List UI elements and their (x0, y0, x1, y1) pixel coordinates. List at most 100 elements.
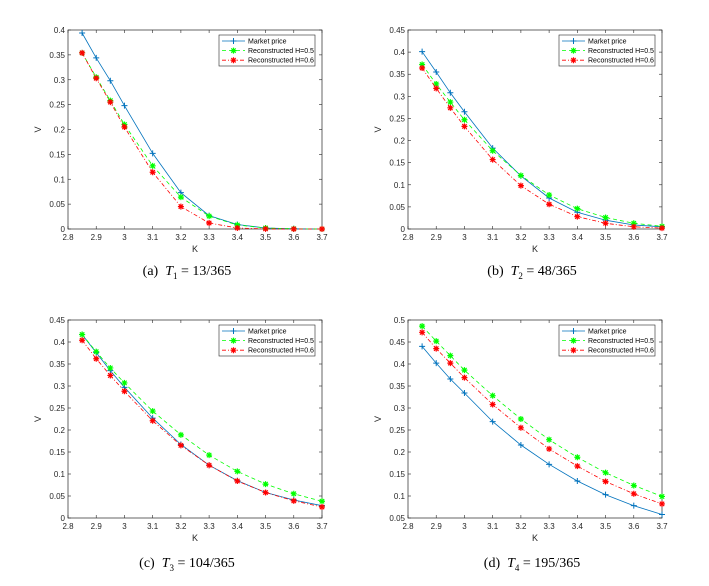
y-tick-label: 0.25 (49, 101, 65, 110)
legend-label: Reconstructed H=0.6 (248, 348, 314, 355)
x-tick-label: 2.8 (402, 522, 414, 531)
chart-panel-b: 2.8 2.9 3 3.1 3.2 3.3 3.4 3.5 3.6 3.7 0 0.05 0.1 0.15… (373, 26, 668, 254)
x-tick-label: 3.7 (656, 522, 668, 531)
series-h06 (79, 49, 325, 232)
x-tick-label: 3.2 (175, 233, 187, 242)
data-point (574, 454, 581, 461)
x-tick-label: 3.6 (628, 522, 640, 531)
x-tick-label: 3.3 (544, 233, 556, 242)
data-point (517, 416, 524, 422)
legend: Market price Reconstructed H=0.5 Reconstru… (558, 34, 656, 67)
x-axis-label: K (532, 533, 538, 543)
caption-sub: 4 (514, 562, 520, 573)
y-axis-label: V (373, 416, 383, 422)
legend-label: Market price (248, 39, 287, 46)
data-point (419, 329, 426, 336)
y-tick-label: 0.15 (49, 150, 65, 159)
data-point (107, 364, 114, 371)
x-axis-label: K (192, 533, 198, 543)
data-point (659, 500, 665, 507)
data-point (234, 478, 241, 485)
chart-panel-d: 2.8 2.9 3 3.1 3.2 3.3 3.4 3.5 3.6 3.7 0.05 0.1 0.15 0… (373, 316, 668, 543)
x-tick-label: 3.1 (147, 233, 159, 242)
data-point (290, 490, 297, 497)
data-point (433, 80, 440, 87)
x-tick-label: 3.3 (544, 522, 556, 531)
data-point (461, 108, 468, 115)
chart-panel-a: 2.8 2.9 3 3.1 3.2 3.3 3.4 3.5 3.6 3.7 0 0.05 0.1 0.15… (33, 26, 328, 254)
legend-marker (570, 47, 577, 54)
caption-label: (a) (142, 264, 159, 279)
x-axis-label: K (532, 244, 538, 254)
series-h05 (79, 331, 325, 505)
data-point (107, 77, 114, 84)
data-point (447, 104, 454, 111)
y-tick-label: 0.05 (49, 200, 65, 209)
y-tick-label: 0.25 (49, 404, 65, 413)
caption-sub: 1 (173, 270, 178, 281)
data-point (419, 48, 426, 55)
data-point (517, 172, 524, 179)
legend-marker (570, 328, 577, 334)
legend-marker (230, 337, 237, 344)
x-tick-label: 3.4 (572, 233, 584, 242)
x-tick-label: 3.7 (316, 522, 328, 531)
legend-label: Reconstructed H=0.6 (588, 58, 654, 65)
x-tick-label: 3.4 (232, 233, 244, 242)
y-tick-label: 0.45 (389, 338, 405, 347)
caption-rest: = 104/365 (177, 556, 235, 571)
y-tick-label: 0.2 (394, 448, 406, 457)
caption-d: (d) T4 = 195/365 (484, 556, 580, 573)
data-point (546, 191, 553, 198)
x-tick-label: 3.2 (175, 522, 187, 531)
y-tick-label: 0.1 (54, 175, 66, 184)
x-tick-label: 3.5 (260, 522, 272, 531)
caption-var: T (161, 556, 170, 571)
data-point (461, 374, 468, 381)
data-point (234, 225, 241, 232)
data-point (290, 497, 297, 504)
x-tick-label: 2.9 (91, 522, 103, 531)
y-tick-label: 0.3 (394, 92, 406, 101)
y-tick-label: 0.3 (394, 404, 406, 413)
data-point (121, 124, 128, 131)
x-tick-label: 3 (462, 233, 467, 242)
legend-marker (570, 38, 577, 44)
data-point (433, 338, 440, 345)
y-tick-label: 0.35 (389, 382, 405, 391)
data-point (206, 220, 213, 227)
data-point (602, 220, 609, 227)
data-point (121, 379, 128, 386)
caption-var: T (165, 264, 174, 279)
legend-label: Market price (588, 39, 627, 46)
y-tick-label: 0.1 (394, 492, 406, 501)
x-tick-label: 3.7 (656, 233, 668, 242)
x-tick-label: 2.9 (431, 522, 443, 531)
y-tick-label: 0.25 (389, 426, 405, 435)
legend-label: Market price (248, 329, 287, 336)
y-tick-label: 0.05 (49, 492, 65, 501)
data-point (433, 345, 440, 352)
data-point (447, 360, 454, 367)
x-tick-label: 3.5 (260, 233, 272, 242)
data-point (433, 360, 440, 367)
data-point (630, 482, 637, 489)
x-tick-label: 2.9 (431, 233, 443, 242)
data-point (602, 478, 609, 485)
x-tick-label: 2.8 (62, 233, 74, 242)
series-h06 (79, 337, 325, 510)
data-point (262, 481, 269, 488)
data-point (602, 491, 609, 498)
data-point (79, 49, 86, 56)
y-tick-label: 0.35 (389, 70, 405, 79)
data-point (262, 489, 269, 496)
legend-marker (230, 47, 237, 54)
y-tick-label: 0.4 (394, 360, 406, 369)
caption-c: (c) T3 = 104/365 (139, 556, 235, 573)
y-tick-label: 0.35 (49, 360, 65, 369)
x-tick-label: 2.9 (91, 233, 103, 242)
data-point (546, 461, 553, 468)
legend: Market price Reconstructed H=0.5 Reconstru… (558, 324, 656, 357)
data-point (574, 478, 581, 485)
